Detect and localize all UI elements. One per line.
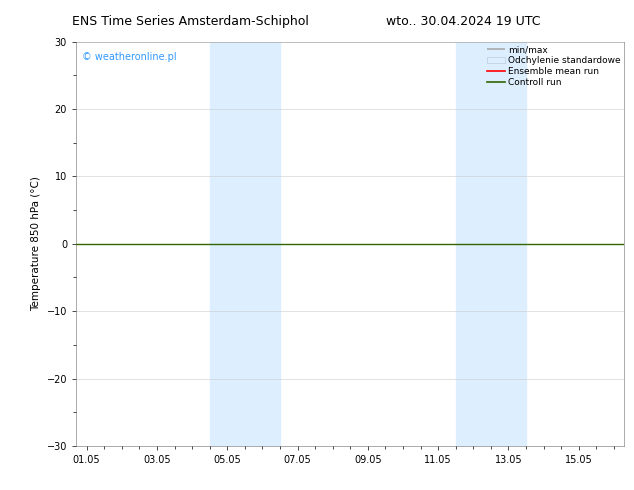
Text: © weatheronline.pl: © weatheronline.pl [82, 52, 176, 62]
Text: wto.. 30.04.2024 19 UTC: wto.. 30.04.2024 19 UTC [385, 15, 540, 28]
Bar [210, 42, 280, 446]
Legend: min/max, Odchylenie standardowe, Ensemble mean run, Controll run: min/max, Odchylenie standardowe, Ensembl… [485, 44, 623, 89]
Text: ENS Time Series Amsterdam-Schiphol: ENS Time Series Amsterdam-Schiphol [72, 15, 309, 28]
Bar [456, 42, 526, 446]
Y-axis label: Temperature 850 hPa (°C): Temperature 850 hPa (°C) [31, 176, 41, 311]
